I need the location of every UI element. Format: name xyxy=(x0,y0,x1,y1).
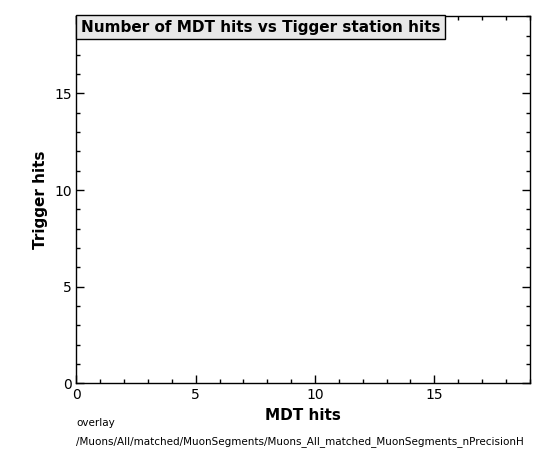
X-axis label: MDT hits: MDT hits xyxy=(265,408,341,423)
Text: /Muons/All/matched/MuonSegments/Muons_All_matched_MuonSegments_nPrecisionH: /Muons/All/matched/MuonSegments/Muons_Al… xyxy=(76,437,524,448)
Text: overlay: overlay xyxy=(76,418,115,428)
Y-axis label: Trigger hits: Trigger hits xyxy=(33,151,49,249)
Text: Number of MDT hits vs Tigger station hits: Number of MDT hits vs Tigger station hit… xyxy=(81,20,441,35)
